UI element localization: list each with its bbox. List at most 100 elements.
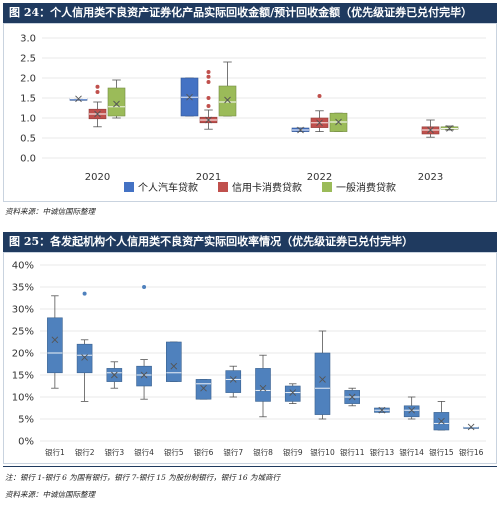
bank13-iqr bbox=[403, 405, 420, 418]
series2-outlier bbox=[95, 84, 100, 89]
bank12-box bbox=[374, 406, 390, 414]
y-tick-label: 0.5 bbox=[20, 134, 36, 145]
bank5-box bbox=[166, 341, 182, 383]
bank9-box bbox=[284, 383, 301, 405]
y-tick-label: 30% bbox=[12, 305, 34, 316]
figure24-boxplot: 0.0 0.5 1.0 1.5 2.0 2.5 3.0 2020 2021 2022 2023 个人汽… bbox=[20, 34, 486, 194]
y-tick-label: 25% bbox=[12, 327, 34, 338]
x-tick-label: 2023 bbox=[418, 172, 443, 183]
x-tick-label: 银行1 bbox=[45, 447, 65, 457]
x-tick-label: 2020 bbox=[85, 172, 110, 183]
series2-box bbox=[88, 84, 107, 128]
x-tick-label: 银行11 bbox=[340, 447, 365, 457]
figure24-source: 资料来源：中诚信国际整理 bbox=[5, 207, 95, 216]
bank4-mean-marker bbox=[140, 371, 148, 379]
series2-outlier bbox=[317, 94, 322, 98]
series3-iqr bbox=[218, 85, 237, 117]
y-tick-label: 10% bbox=[12, 393, 34, 404]
series2-outlier bbox=[95, 90, 100, 94]
legend-label: 个人汽车贷款 bbox=[138, 181, 198, 194]
series1-box bbox=[291, 126, 310, 134]
bank11-mean-marker bbox=[348, 393, 356, 401]
bank1-mean-marker bbox=[51, 336, 59, 344]
series3-iqr bbox=[107, 87, 126, 117]
bank12-mean-marker bbox=[378, 406, 386, 414]
x-tick-label: 银行7 bbox=[223, 447, 243, 457]
series2-box bbox=[421, 119, 440, 138]
x-tick-label: 银行14 bbox=[399, 447, 424, 457]
series2-outlier bbox=[206, 80, 211, 84]
bank15-mean-marker bbox=[467, 423, 475, 431]
bank3-mean-marker bbox=[111, 371, 118, 379]
y-tick-label: 1.5 bbox=[20, 94, 36, 105]
bank13-mean-marker bbox=[408, 406, 415, 414]
series1-mean-marker bbox=[75, 95, 82, 103]
x-tick-label: 银行3 bbox=[104, 447, 124, 457]
x-tick-label: 银行9 bbox=[283, 447, 303, 457]
series3-box bbox=[218, 61, 237, 117]
legend-swatch bbox=[124, 182, 134, 192]
bank15-box bbox=[463, 423, 479, 431]
y-tick-label: 0.0 bbox=[20, 154, 36, 165]
series3-mean-marker bbox=[335, 118, 342, 126]
legend-label: 一般消费贷款 bbox=[336, 181, 396, 194]
series3-box bbox=[107, 79, 126, 119]
bank14-mean-marker bbox=[438, 417, 445, 425]
bank7-box bbox=[225, 365, 242, 398]
y-tick-label: 35% bbox=[12, 283, 34, 294]
series1-mean-marker bbox=[186, 93, 193, 101]
bank8-iqr bbox=[255, 368, 271, 402]
bank4-iqr bbox=[136, 365, 152, 387]
bank9-iqr bbox=[284, 385, 301, 402]
series2-box bbox=[310, 94, 329, 132]
series2-outlier bbox=[206, 70, 211, 74]
legend-swatch bbox=[218, 182, 228, 192]
series1-box bbox=[180, 77, 199, 117]
bank7-iqr bbox=[225, 370, 242, 393]
x-tick-label: 银行4 bbox=[134, 447, 154, 457]
bank1-iqr bbox=[47, 317, 63, 374]
series3-mean-marker bbox=[113, 100, 120, 108]
y-tick-label: 5% bbox=[18, 415, 34, 426]
bank7-mean-marker bbox=[229, 376, 237, 383]
figure25-boxplot: 0% 5% 10% 15% 20% 25% 30% 35% 40% 银行1 银行2 银行3 银行4 银行5… bbox=[12, 261, 486, 457]
figure25-title: 图 25：各发起机构个人信用类不良资产实际回收率情况（优先级证券已兑付完毕） bbox=[3, 232, 497, 252]
legend-label: 信用卡消费贷款 bbox=[232, 181, 302, 194]
bank9-mean-marker bbox=[289, 389, 297, 396]
y-tick-label: 40% bbox=[12, 261, 34, 272]
y-tick-label: 2.5 bbox=[20, 54, 36, 65]
bank2-outlier bbox=[82, 291, 87, 296]
bank1-box bbox=[47, 295, 63, 389]
x-tick-label: 2022 bbox=[307, 172, 332, 183]
series3-box bbox=[440, 125, 459, 132]
y-tick-label: 15% bbox=[12, 371, 34, 382]
x-tick-label: 银行16 bbox=[459, 447, 484, 457]
bank10-iqr bbox=[314, 352, 331, 415]
series2-mean-marker bbox=[316, 119, 323, 127]
bank8-mean-marker bbox=[259, 384, 267, 392]
series2-mean-marker bbox=[94, 110, 101, 118]
x-tick-label: 银行15 bbox=[429, 447, 454, 457]
y-tick-label: 3.0 bbox=[20, 34, 36, 45]
figure24-title: 图 24：个人信用类不良资产证券化产品实际回收金额/预计回收金额（优先级证券已兑… bbox=[3, 3, 497, 23]
series3-mean-marker bbox=[446, 125, 453, 132]
y-tick-label: 1.0 bbox=[20, 114, 36, 125]
bank4-outlier bbox=[142, 285, 147, 289]
bank11-box bbox=[344, 387, 361, 407]
figure25-chart-area: 0% 5% 10% 15% 20% 25% 30% 35% 40% 银行1 银行2 银行3 银行4 银行5… bbox=[3, 252, 497, 464]
x-tick-label: 银行13 bbox=[370, 447, 395, 457]
figure25-divider bbox=[3, 466, 497, 467]
figure24-chart-area: 0.0 0.5 1.0 1.5 2.0 2.5 3.0 2020 2021 2022 2023 个人汽… bbox=[3, 23, 497, 202]
figure25-note: 注：银行 1-银行 6 为国有银行，银行 7-银行 15 为股份制银行，银行 1… bbox=[5, 473, 281, 482]
bank2-box bbox=[76, 291, 93, 402]
bank4-box bbox=[136, 285, 152, 400]
x-tick-label: 银行2 bbox=[75, 447, 95, 457]
y-tick-label: 0% bbox=[18, 437, 34, 448]
y-tick-label: 2.0 bbox=[20, 74, 36, 85]
series2-mean-marker bbox=[427, 126, 434, 134]
bank5-mean-marker bbox=[170, 362, 178, 370]
x-tick-label: 2021 bbox=[196, 172, 221, 183]
series2-outlier bbox=[206, 104, 211, 108]
bank3-box bbox=[106, 361, 123, 389]
bank10-mean-marker bbox=[319, 376, 326, 383]
